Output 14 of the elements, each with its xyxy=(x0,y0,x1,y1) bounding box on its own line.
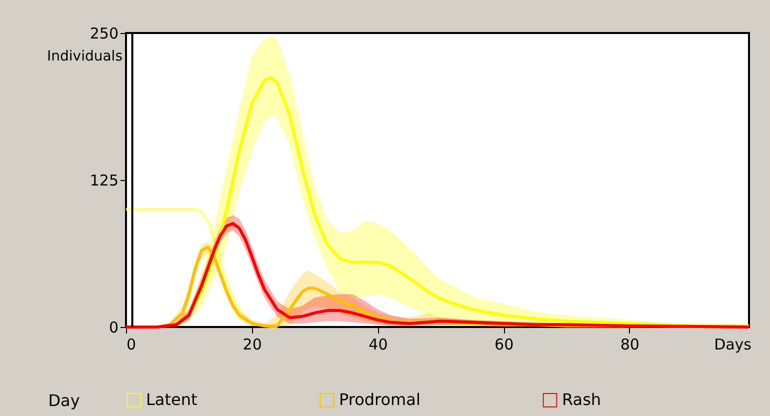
y-tick-label: 250 xyxy=(90,24,118,42)
y-tick-label: 125 xyxy=(90,172,118,190)
y-axis-title: Individuals xyxy=(47,48,122,64)
x-tick-label: 20 xyxy=(242,336,262,354)
text: Day xyxy=(48,391,80,410)
x-tick-label: 80 xyxy=(620,336,640,354)
legend-label: Latent xyxy=(146,390,198,410)
y-tick-label: 0 xyxy=(108,318,118,336)
x-tick-label: 40 xyxy=(368,336,388,354)
legend-label: Prodromal xyxy=(339,390,420,410)
legend-label: Rash xyxy=(562,390,602,410)
x-tick-label: 60 xyxy=(494,336,514,354)
x-axis-title: Days xyxy=(714,336,752,354)
x-tick-label: 0 xyxy=(126,336,136,354)
